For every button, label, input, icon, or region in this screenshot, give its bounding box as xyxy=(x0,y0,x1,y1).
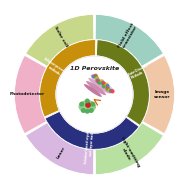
Circle shape xyxy=(98,81,101,84)
Wedge shape xyxy=(95,122,163,175)
Text: Photodetector: Photodetector xyxy=(9,92,45,97)
Circle shape xyxy=(108,89,111,92)
Wedge shape xyxy=(142,55,175,134)
Circle shape xyxy=(92,75,95,78)
Ellipse shape xyxy=(88,78,110,94)
Circle shape xyxy=(97,80,100,83)
Circle shape xyxy=(96,77,99,80)
Text: 1D Perovskite: 1D Perovskite xyxy=(70,66,119,70)
Circle shape xyxy=(106,87,109,90)
Ellipse shape xyxy=(78,100,96,113)
Circle shape xyxy=(56,56,133,133)
Ellipse shape xyxy=(86,81,106,95)
Circle shape xyxy=(86,103,90,107)
Ellipse shape xyxy=(84,84,102,97)
Wedge shape xyxy=(45,111,139,149)
Circle shape xyxy=(111,90,114,93)
Circle shape xyxy=(94,74,97,77)
Text: Image
sensor: Image sensor xyxy=(154,90,170,99)
Text: Template-Directed
Methods: Template-Directed Methods xyxy=(122,64,151,84)
Circle shape xyxy=(91,102,95,106)
Circle shape xyxy=(106,85,109,88)
Circle shape xyxy=(103,82,105,85)
Wedge shape xyxy=(40,40,96,117)
Circle shape xyxy=(109,90,112,92)
Ellipse shape xyxy=(91,75,114,92)
Circle shape xyxy=(90,109,93,112)
Text: Laser: Laser xyxy=(56,146,66,160)
Circle shape xyxy=(86,110,89,113)
Circle shape xyxy=(86,99,89,103)
Text: Field effect
transistor: Field effect transistor xyxy=(118,22,139,50)
Circle shape xyxy=(80,102,84,106)
Wedge shape xyxy=(26,122,94,175)
Wedge shape xyxy=(26,14,94,67)
Wedge shape xyxy=(14,55,47,134)
Circle shape xyxy=(81,109,85,112)
Circle shape xyxy=(95,76,98,79)
Text: Light-emitting
diode: Light-emitting diode xyxy=(116,136,141,170)
Wedge shape xyxy=(96,40,149,125)
Circle shape xyxy=(105,83,108,86)
Circle shape xyxy=(102,85,105,88)
Text: Solution-processed
methods: Solution-processed methods xyxy=(41,57,70,81)
Circle shape xyxy=(96,79,99,82)
Circle shape xyxy=(107,88,110,91)
Circle shape xyxy=(101,80,104,83)
Circle shape xyxy=(101,82,104,84)
Wedge shape xyxy=(95,14,163,67)
Text: Solar cell: Solar cell xyxy=(53,25,68,47)
Text: Solution-based crystallization
and vapor methods: Solution-based crystallization and vapor… xyxy=(84,117,97,165)
